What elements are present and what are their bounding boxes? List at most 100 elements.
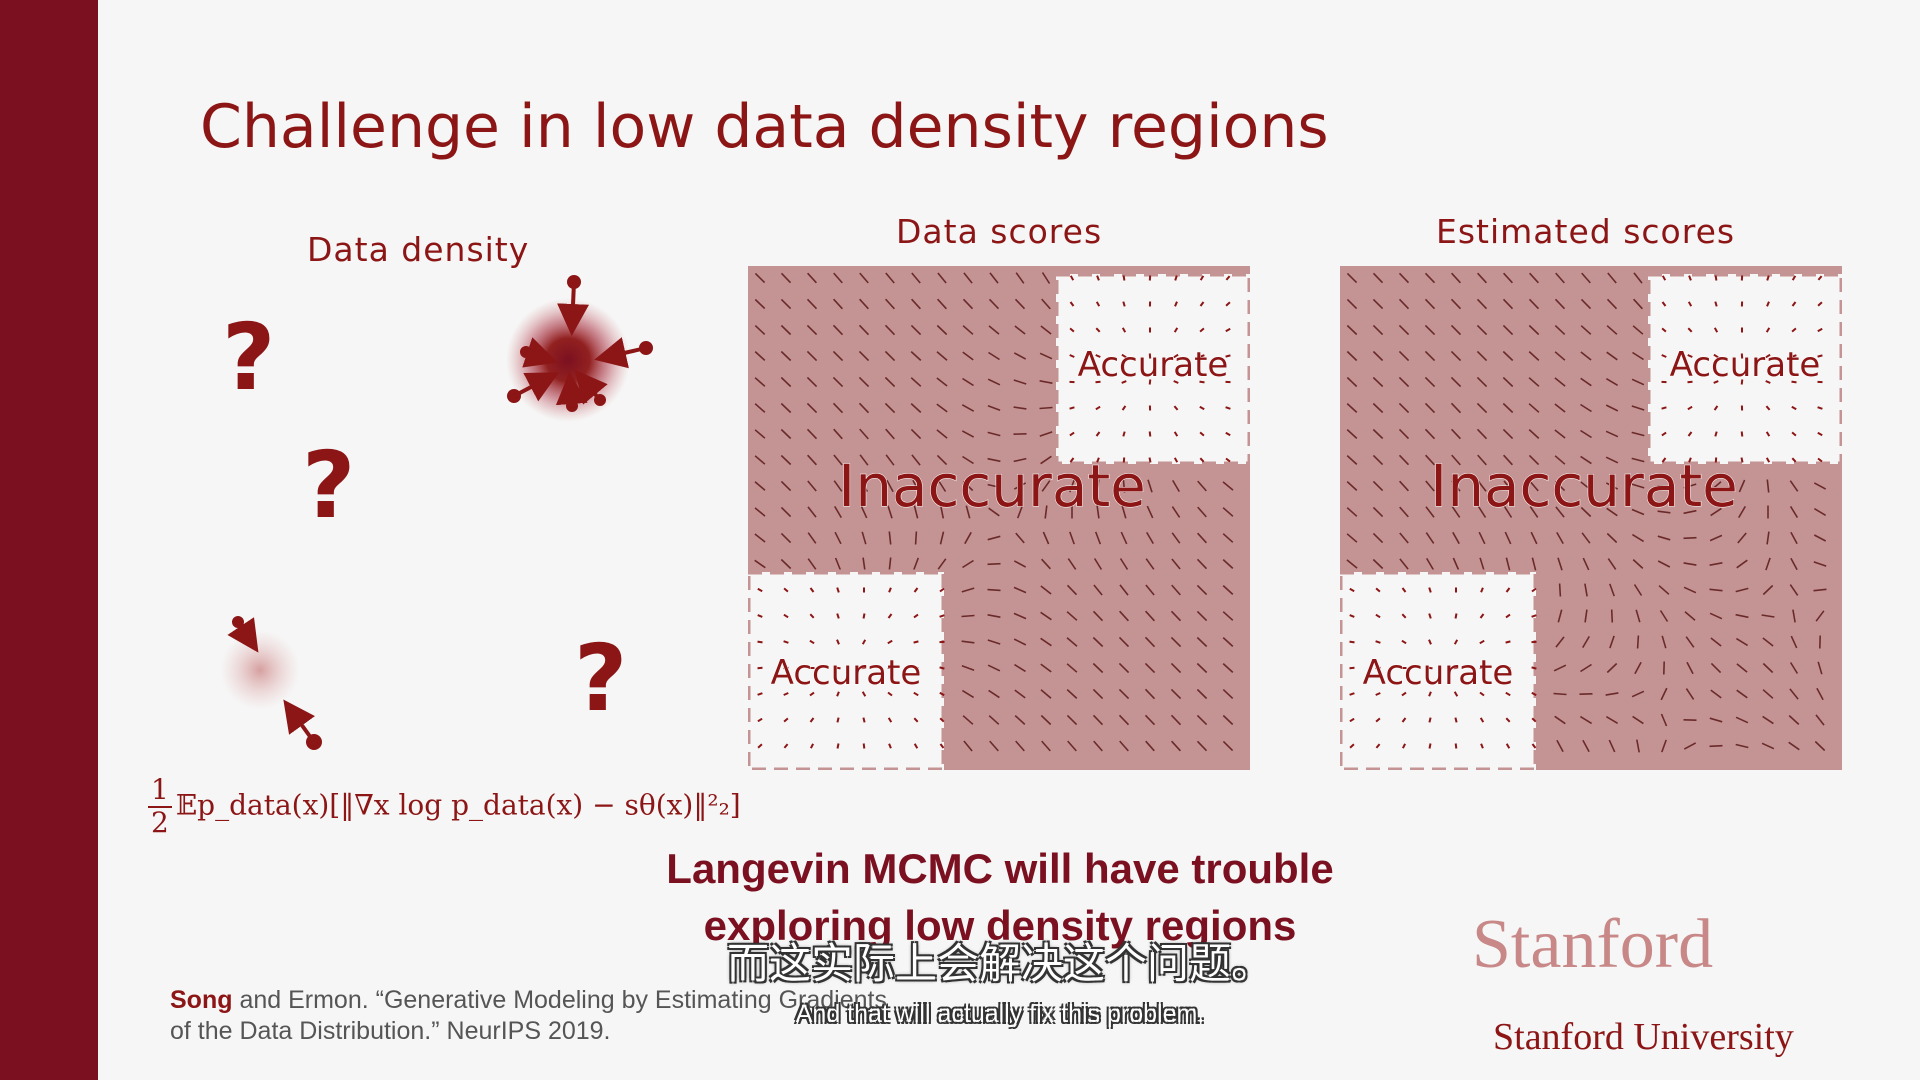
score-vector-183 xyxy=(1657,510,1671,514)
accurate-label-bottom: Accurate xyxy=(771,653,922,693)
score-vector-154 xyxy=(807,480,817,492)
score-vector-350 xyxy=(963,740,973,752)
score-vector-319 xyxy=(1736,689,1748,699)
score-vector-119 xyxy=(885,428,895,440)
score-vector-12 xyxy=(1661,275,1667,281)
score-vector-195 xyxy=(1478,531,1486,545)
score-vector-357 xyxy=(1735,743,1749,749)
score-vector-17 xyxy=(1791,275,1797,281)
score-vector-76 xyxy=(754,377,766,387)
score-vector-342 xyxy=(1349,743,1355,749)
score-vector-175 xyxy=(1451,506,1461,518)
score-vector-157 xyxy=(886,479,894,493)
score-vector-212 xyxy=(1426,557,1434,571)
score-vector-45 xyxy=(936,324,948,336)
score-vector-156 xyxy=(1451,480,1461,492)
score-vector-200 xyxy=(1606,532,1618,544)
score-vector-142 xyxy=(1580,455,1592,465)
score-vector-348 xyxy=(1505,743,1511,749)
score-vector-262 xyxy=(1735,613,1749,619)
score-vector-325 xyxy=(1401,717,1407,723)
estimated-scores-label: Estimated scores xyxy=(1436,212,1736,251)
score-vector-222 xyxy=(1093,558,1103,570)
score-vector-351 xyxy=(1582,739,1590,753)
score-vector-353 xyxy=(1636,739,1640,753)
score-vector-154 xyxy=(1399,480,1409,492)
score-vector-343 xyxy=(783,743,789,749)
score-vector-344 xyxy=(810,743,814,749)
score-vector-206 xyxy=(1766,531,1770,545)
score-vector-195 xyxy=(888,531,892,545)
score-vector-102 xyxy=(1528,403,1540,413)
score-vector-221 xyxy=(1657,560,1671,568)
question-mark-1: ? xyxy=(222,304,276,411)
score-vector-200 xyxy=(1015,532,1025,544)
score-vector-272 xyxy=(913,640,919,644)
score-vector-167 xyxy=(1147,479,1153,493)
score-vector-86 xyxy=(1013,379,1027,385)
score-vector-19 xyxy=(754,298,766,310)
score-vector-73 xyxy=(1173,353,1179,359)
score-vector-123 xyxy=(987,431,1001,437)
score-vector-167 xyxy=(1738,479,1746,493)
score-vector-112 xyxy=(1791,405,1797,411)
score-vector-68 xyxy=(1039,352,1053,360)
score-vector-55 xyxy=(1791,327,1797,333)
citation-author: Song xyxy=(170,986,233,1014)
stanford-university-text: Stanford University xyxy=(1493,1016,1794,1058)
score-vector-283 xyxy=(1196,636,1208,648)
score-vector-223 xyxy=(1119,558,1129,570)
score-vector-43 xyxy=(884,324,896,336)
score-vector-37 xyxy=(1225,301,1231,307)
score-vector-28 xyxy=(988,298,1000,310)
score-vector-341 xyxy=(1222,714,1234,726)
left-brand-bar xyxy=(0,0,98,1080)
score-vector-4 xyxy=(859,272,869,284)
score-vector-2 xyxy=(807,272,817,284)
score-vector-60 xyxy=(1424,350,1436,362)
score-vector-327 xyxy=(1454,717,1458,723)
score-vector-44 xyxy=(910,324,922,336)
score-vector-168 xyxy=(1172,479,1180,493)
score-vector-11 xyxy=(1041,272,1051,284)
score-vector-67 xyxy=(1606,351,1618,361)
score-vector-68 xyxy=(1632,351,1644,361)
score-vector-131 xyxy=(1199,431,1205,437)
score-vector-291 xyxy=(913,666,919,670)
score-vector-209 xyxy=(1346,559,1358,569)
score-vector-80 xyxy=(1450,376,1462,388)
score-vector-276 xyxy=(1609,635,1615,649)
score-vector-263 xyxy=(1170,610,1182,622)
score-vector-217 xyxy=(962,559,974,569)
score-vector-163 xyxy=(1631,483,1645,489)
score-vector-345 xyxy=(836,743,840,749)
score-vector-59 xyxy=(1398,350,1410,362)
score-vector-2 xyxy=(1398,272,1410,284)
density-illustration xyxy=(220,275,653,750)
score-vector-22 xyxy=(833,298,843,310)
score-vector-265 xyxy=(1222,611,1234,621)
score-vector-283 xyxy=(1790,635,1798,649)
score-vector-324 xyxy=(783,717,789,723)
score-vector-16 xyxy=(1174,275,1178,281)
score-vector-306 xyxy=(809,691,815,697)
score-vector-233 xyxy=(1480,587,1484,593)
score-vector-132 xyxy=(1225,431,1231,437)
score-vector-293 xyxy=(961,665,975,671)
score-vector-152 xyxy=(1346,481,1358,491)
score-vector-129 xyxy=(1148,431,1152,437)
score-vector-153 xyxy=(780,480,792,492)
score-vector-297 xyxy=(1066,663,1078,673)
score-vector-136 xyxy=(1425,454,1435,466)
score-vector-130 xyxy=(1173,431,1179,437)
score-vector-117 xyxy=(833,428,843,440)
score-vector-211 xyxy=(1399,558,1409,570)
score-vector-25 xyxy=(1502,298,1514,310)
score-vector-266 xyxy=(1349,640,1355,644)
score-vector-70 xyxy=(1095,354,1101,358)
score-vector-352 xyxy=(1015,740,1025,752)
score-vector-83 xyxy=(1528,377,1540,387)
score-vector-254 xyxy=(1531,614,1537,618)
score-vector-324 xyxy=(1375,717,1381,723)
low-density-blob xyxy=(220,630,300,710)
